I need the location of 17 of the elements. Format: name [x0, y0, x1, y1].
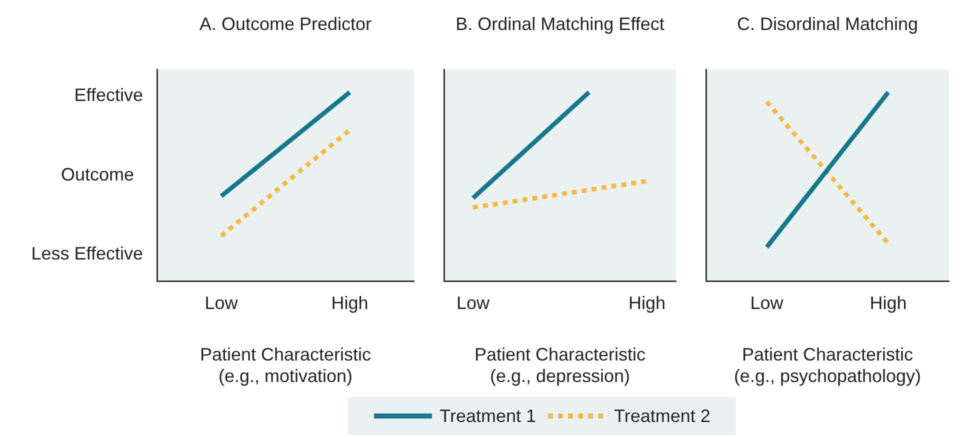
x-tick-label: Low	[204, 292, 239, 313]
x-tick-label: High	[628, 292, 666, 313]
text: Effective	[74, 85, 143, 106]
x-tick-label: High	[870, 292, 907, 313]
chart-title: B. Ordinal Matching Effect	[456, 14, 664, 34]
legend-label: Treatment 1	[440, 406, 536, 426]
chart-title: C. Disordinal Matching	[736, 14, 918, 34]
x-tick-label: Low	[456, 292, 491, 313]
text: Less Effective	[31, 244, 143, 264]
y-axis-title: Outcome	[60, 164, 134, 184]
x-axis-title: Patient Characteristic (e.g., depression)	[474, 344, 646, 386]
x-tick-label: Low	[750, 292, 784, 313]
x-tick-label: High	[331, 292, 368, 313]
legend-label: Treatment 2	[614, 406, 710, 426]
x-axis-title: Patient Characteristic (e.g., motivation)	[200, 344, 372, 386]
chart-title: A. Outcome Predictor	[199, 14, 372, 34]
x-axis-title: Patient Characteristic (e.g., psychopathology)	[734, 344, 922, 386]
